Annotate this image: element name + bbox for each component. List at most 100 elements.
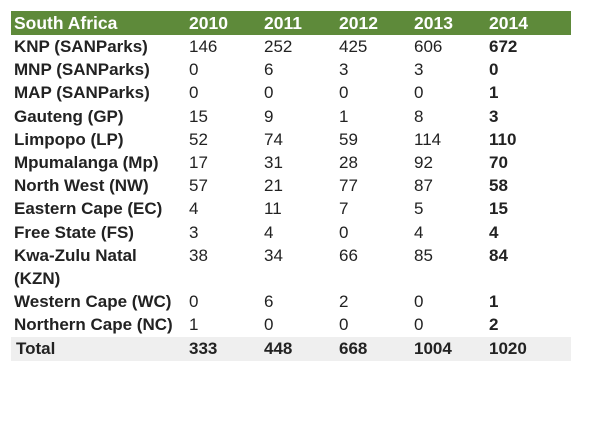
table-cell: 11 xyxy=(264,199,282,219)
table-cell: 0 xyxy=(339,315,349,335)
table-cell: 84 xyxy=(489,245,508,265)
table-cell: 77 xyxy=(339,176,358,196)
table-cell: 146 xyxy=(189,37,218,56)
table-cell: 57 xyxy=(189,176,208,196)
table-cell: 252 xyxy=(264,37,293,56)
table-row: MAP (SANParks) 0 0 0 0 1 xyxy=(11,81,571,104)
table-cell: 9 xyxy=(264,106,274,126)
table-cell: 3 xyxy=(339,60,349,80)
table-cell: 0 xyxy=(264,83,274,103)
table-cell: 1 xyxy=(189,315,199,335)
table-cell: 15 xyxy=(489,199,508,219)
table-cell: 1 xyxy=(489,292,499,312)
header-region: South Africa xyxy=(11,11,186,35)
table-row: KNP (SANParks) 146 252 425 606 672 xyxy=(11,35,571,58)
row-label: MNP (SANParks) xyxy=(14,60,150,80)
table-cell: 0 xyxy=(414,292,424,312)
header-row: South Africa 2010 2011 2012 2013 2014 xyxy=(11,11,571,35)
table-cell: 672 xyxy=(489,37,518,56)
table-cell: 4 xyxy=(264,222,274,242)
table-cell: 85 xyxy=(414,245,433,265)
table-row: Western Cape (WC) 0 6 2 0 1 xyxy=(11,290,571,313)
table-cell: 4 xyxy=(414,222,424,242)
table-footer: Total 333 448 668 1004 1020 xyxy=(11,336,571,361)
total-label: Total xyxy=(11,336,186,361)
total-cell: 448 xyxy=(261,336,336,361)
table-cell: 0 xyxy=(339,83,349,103)
table-row: Free State (FS) 3 4 0 4 4 xyxy=(11,221,571,244)
table-row: North West (NW) 57 21 77 87 58 xyxy=(11,174,571,197)
row-label: Western Cape (WC) xyxy=(14,292,172,312)
table-cell: 3 xyxy=(189,222,199,242)
table-header: South Africa 2010 2011 2012 2013 2014 xyxy=(11,11,571,35)
table-row: MNP (SANParks) 0 6 3 3 0 xyxy=(11,58,571,81)
table-cell: 58 xyxy=(489,176,508,196)
table-cell: 31 xyxy=(264,153,283,173)
total-row: Total 333 448 668 1004 1020 xyxy=(11,336,571,361)
row-label: Kwa-Zulu Natal (KZN) xyxy=(14,245,137,289)
table-cell: 38 xyxy=(189,245,208,265)
header-year: 2010 xyxy=(186,11,261,35)
table-cell: 6 xyxy=(264,60,274,80)
row-label: Limpopo (LP) xyxy=(14,129,124,149)
table-cell: 66 xyxy=(339,245,358,265)
table-cell: 0 xyxy=(189,83,199,103)
table-cell: 6 xyxy=(264,292,274,312)
total-cell: 1020 xyxy=(486,336,571,361)
table-cell: 8 xyxy=(414,106,424,126)
table-cell: 7 xyxy=(339,199,349,219)
row-label: Mpumalanga (Mp) xyxy=(14,153,159,173)
table-cell: 1 xyxy=(339,106,349,126)
table-cell: 0 xyxy=(264,315,274,335)
table-cell: 0 xyxy=(189,60,199,80)
table-cell: 3 xyxy=(414,60,424,80)
header-year: 2011 xyxy=(261,11,336,35)
table-cell: 4 xyxy=(189,199,199,219)
total-cell: 1004 xyxy=(411,336,486,361)
row-label: Gauteng (GP) xyxy=(14,106,124,126)
table-row: Northern Cape (NC) 1 0 0 0 2 xyxy=(11,313,571,336)
header-year: 2013 xyxy=(411,11,486,35)
table-cell: 34 xyxy=(264,245,283,265)
table-cell: 110 xyxy=(489,129,517,149)
row-label: Eastern Cape (EC) xyxy=(14,199,163,219)
table-cell: 425 xyxy=(339,37,368,56)
table-row: Kwa-Zulu Natal (KZN) 38 34 66 85 84 xyxy=(11,244,571,290)
table-cell: 0 xyxy=(189,292,199,312)
table-cell: 2 xyxy=(339,292,349,312)
table-cell: 21 xyxy=(264,176,283,196)
table-row: Mpumalanga (Mp) 17 31 28 92 70 xyxy=(11,151,571,174)
total-cell: 333 xyxy=(186,336,261,361)
table-row: Gauteng (GP) 15 9 1 8 3 xyxy=(11,105,571,128)
header-year: 2014 xyxy=(486,11,571,35)
table-cell: 70 xyxy=(489,153,508,173)
row-label: Northern Cape (NC) xyxy=(14,315,173,335)
table-cell: 15 xyxy=(189,106,208,126)
statistics-table: South Africa 2010 2011 2012 2013 2014 KN… xyxy=(11,11,571,361)
table-cell: 5 xyxy=(414,199,424,219)
table-cell: 606 xyxy=(414,37,443,56)
table-cell: 0 xyxy=(489,60,499,80)
total-cell: 668 xyxy=(336,336,411,361)
table-cell: 52 xyxy=(189,129,208,149)
table-cell: 4 xyxy=(489,222,499,242)
table-cell: 59 xyxy=(339,129,358,149)
table-cell: 114 xyxy=(414,129,442,149)
table-cell: 74 xyxy=(264,129,283,149)
header-year: 2012 xyxy=(336,11,411,35)
table-cell: 1 xyxy=(489,83,499,103)
row-label: Free State (FS) xyxy=(14,222,134,242)
row-label: North West (NW) xyxy=(14,176,149,196)
table-body: KNP (SANParks) 146 252 425 606 672 MNP (SANPar… xyxy=(11,35,571,337)
table-cell: 3 xyxy=(489,106,499,126)
row-label: KNP (SANParks) xyxy=(14,37,148,56)
table-cell: 0 xyxy=(414,315,424,335)
table-row: Eastern Cape (EC) 4 11 7 5 15 xyxy=(11,197,571,220)
table-row: Limpopo (LP) 52 74 59 114 110 xyxy=(11,128,571,151)
table-cell: 92 xyxy=(414,153,433,173)
table-cell: 87 xyxy=(414,176,433,196)
table-cell: 17 xyxy=(189,153,208,173)
table-cell: 28 xyxy=(339,153,358,173)
row-label: MAP (SANParks) xyxy=(14,83,150,103)
table-cell: 2 xyxy=(489,315,499,335)
